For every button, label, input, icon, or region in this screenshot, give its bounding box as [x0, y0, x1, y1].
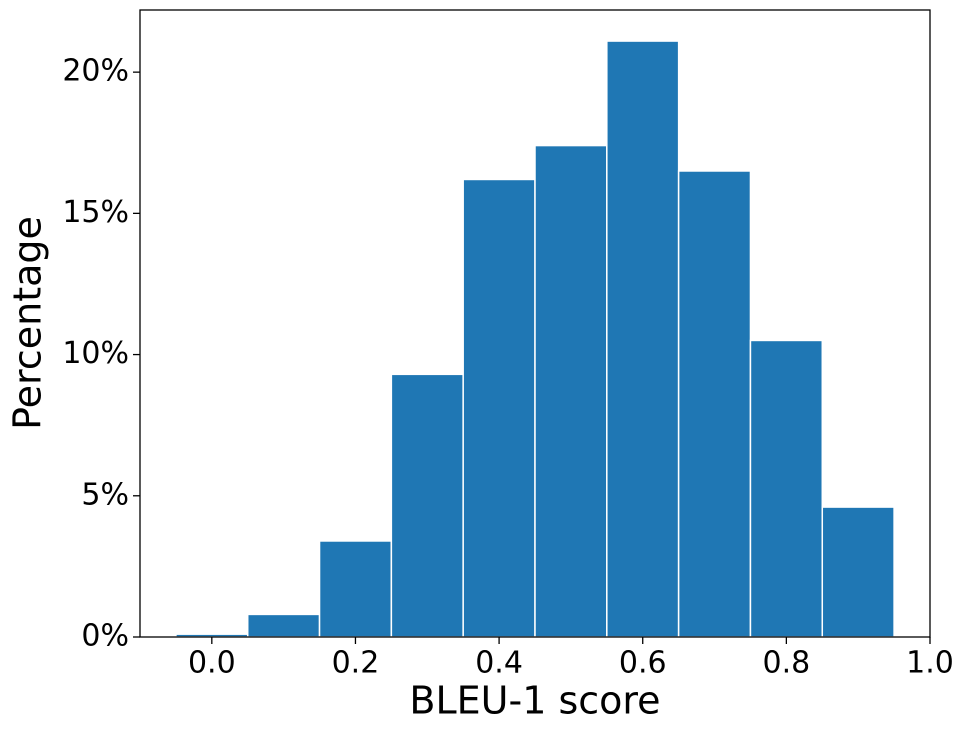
x-tick-label: 0.8 [763, 646, 811, 681]
y-tick-label: 10% [62, 336, 129, 371]
x-tick-label: 0.2 [332, 646, 380, 681]
bar [390, 373, 464, 638]
plot-frame [139, 9, 931, 638]
bar [821, 506, 895, 638]
y-tick-label: 0% [81, 619, 129, 654]
y-tick-label: 20% [62, 54, 129, 89]
y-tick-label: 15% [62, 195, 129, 230]
y-tick-label: 5% [81, 477, 129, 512]
bar [606, 40, 680, 638]
x-tick-label: 0.0 [188, 646, 236, 681]
x-axis-label: BLEU-1 score [409, 679, 660, 723]
bar [318, 540, 393, 638]
bar [246, 613, 321, 638]
x-tick-label: 0.6 [619, 646, 667, 681]
bar [749, 339, 824, 638]
x-tick-label: 1.0 [906, 646, 954, 681]
bar [462, 178, 536, 638]
bar [677, 170, 752, 638]
bar [534, 144, 608, 638]
x-tick-label: 0.4 [475, 646, 523, 681]
y-axis-label: Percentage [6, 216, 50, 430]
